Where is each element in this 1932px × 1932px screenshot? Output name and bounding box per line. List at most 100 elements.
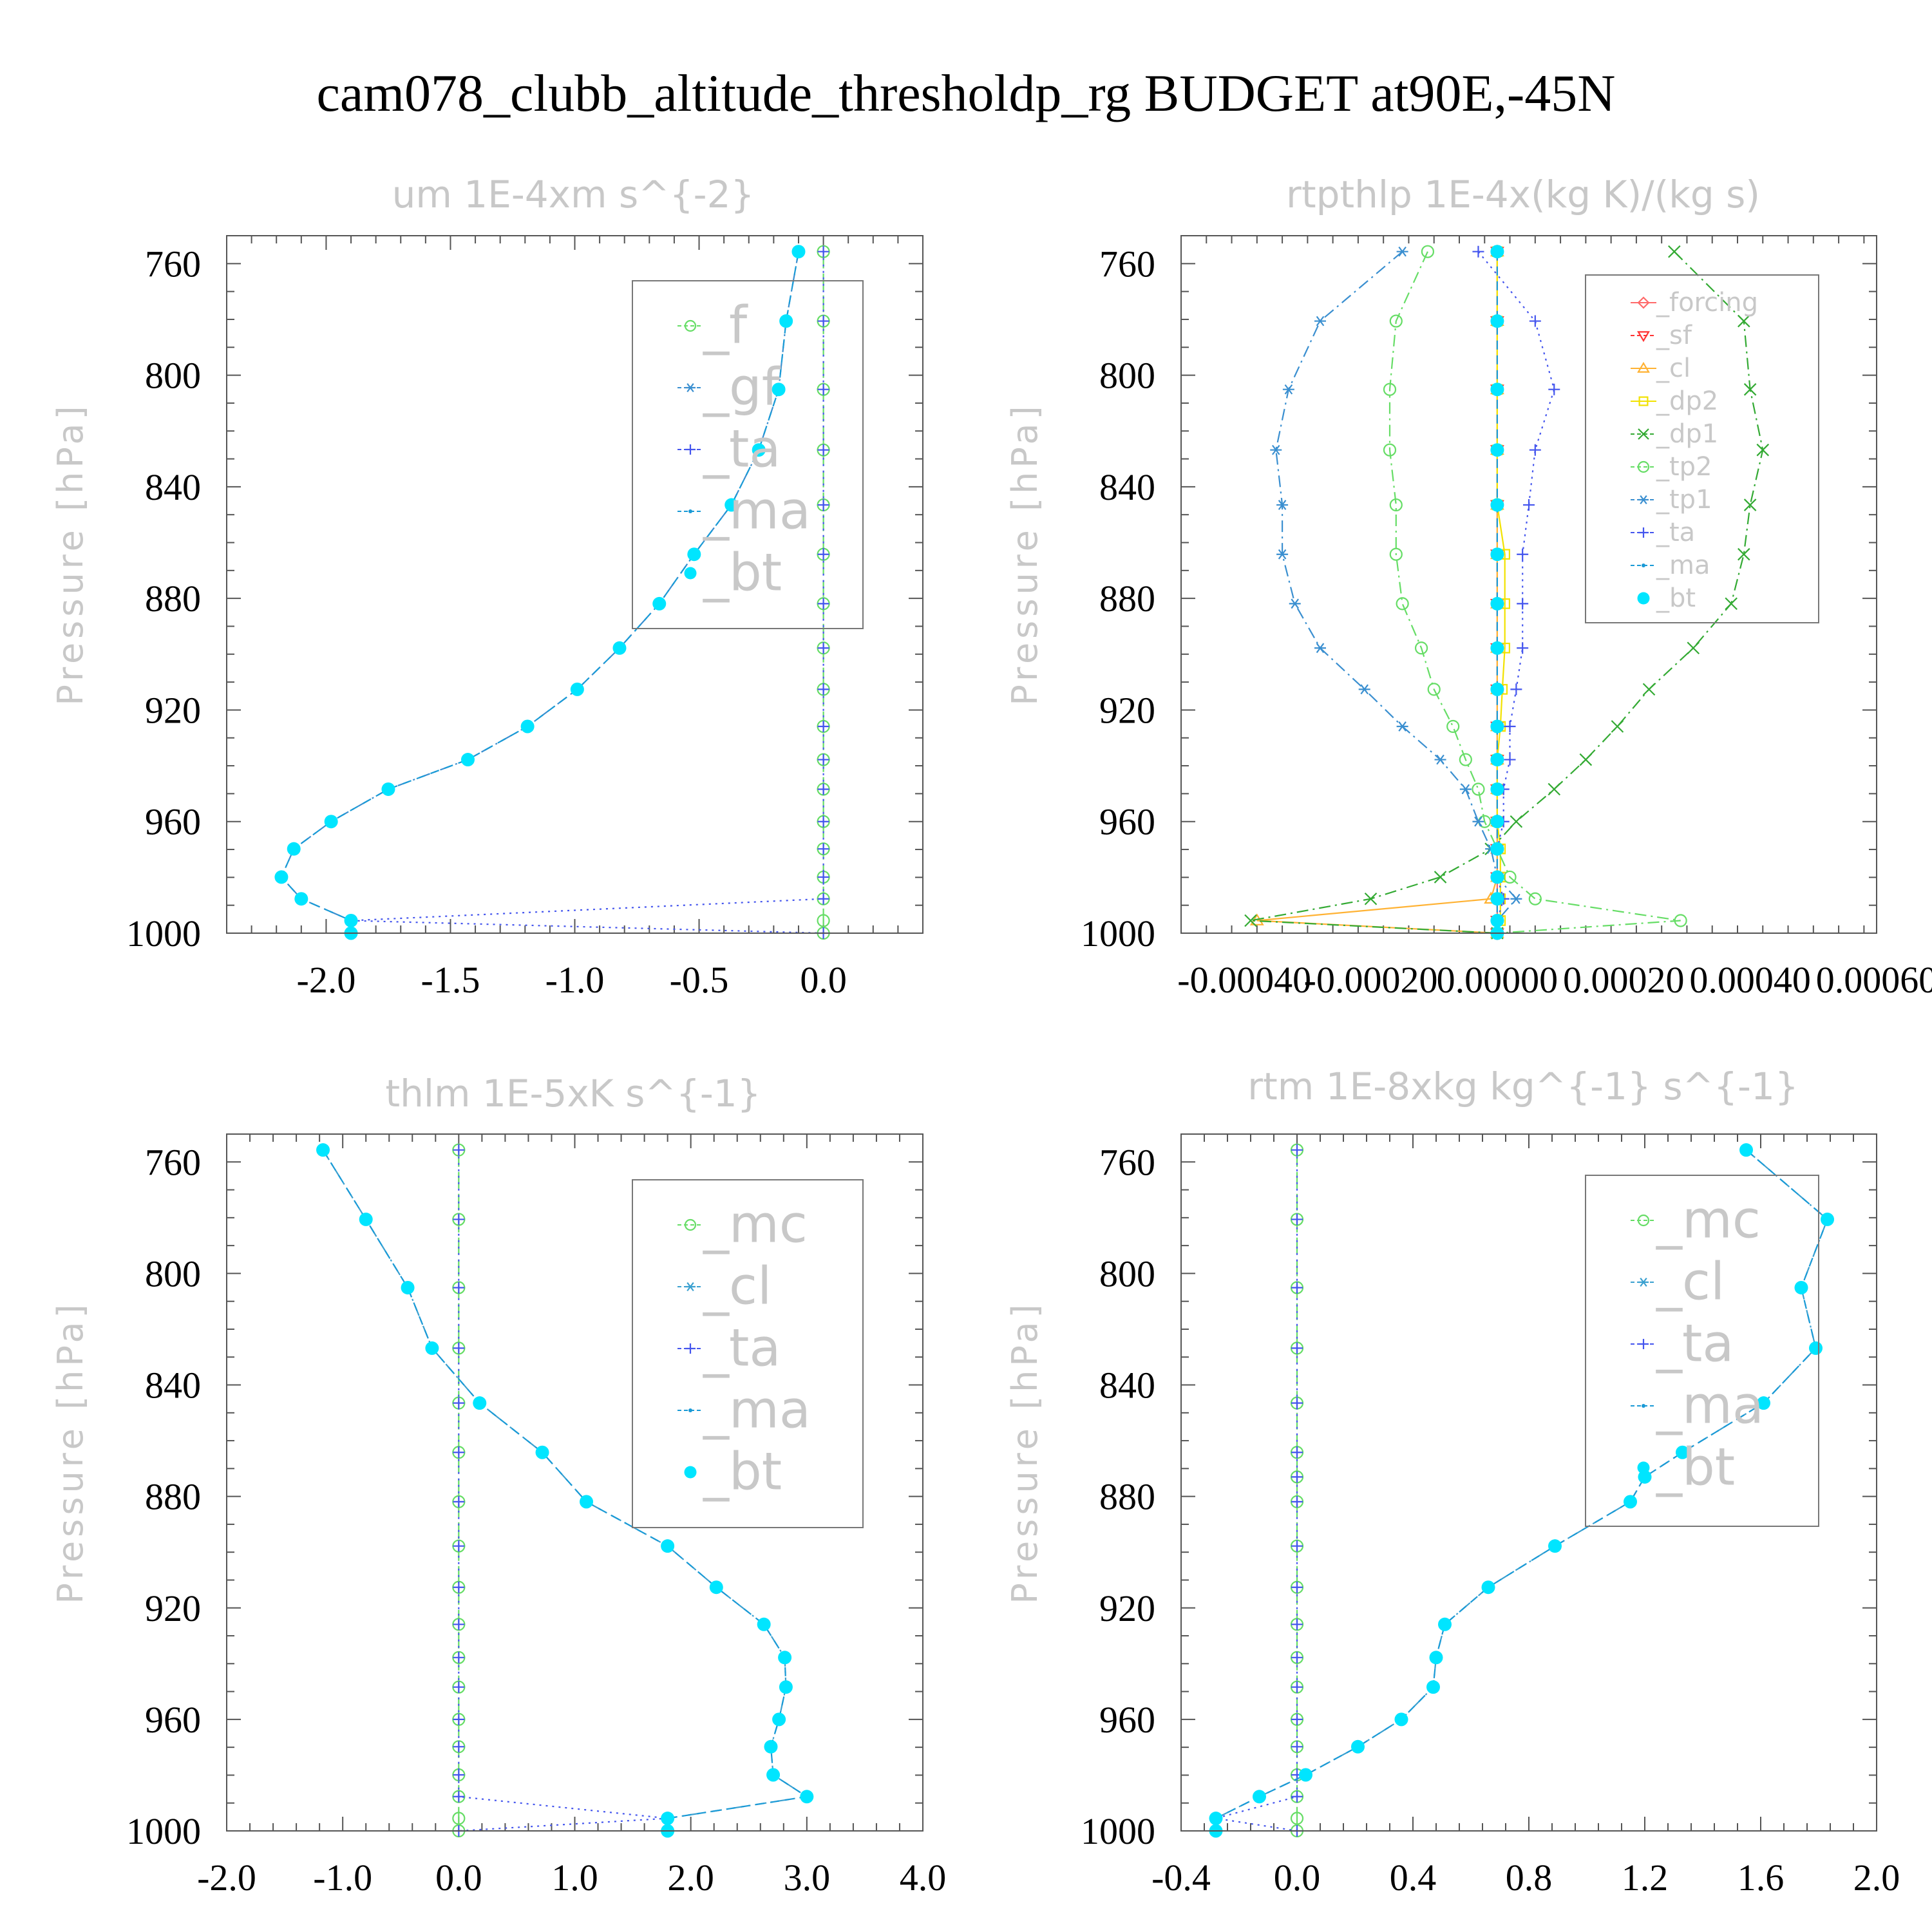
data-point <box>453 1144 465 1156</box>
x-tick-label: 1.6 <box>1738 1857 1785 1899</box>
x-tick-label: 1.0 <box>551 1857 598 1899</box>
data-point <box>1290 1812 1304 1825</box>
data-point <box>1510 815 1523 828</box>
x-tick-label: -1.0 <box>545 959 605 1001</box>
data-point <box>1209 1812 1223 1826</box>
y-tick-label: 800 <box>145 1253 201 1294</box>
legend-symbol <box>1631 396 1656 406</box>
data-point <box>453 1581 465 1593</box>
data-point <box>453 1397 465 1409</box>
data-point <box>1757 1396 1770 1410</box>
data-point <box>778 1651 792 1665</box>
data-point <box>1490 842 1504 856</box>
data-point <box>817 893 829 905</box>
legend-symbol <box>1631 564 1656 567</box>
data-point <box>1459 753 1472 766</box>
x-tick-label: 1.2 <box>1622 1857 1669 1899</box>
legend-label: _tp1 <box>1656 485 1712 515</box>
data-point <box>1276 500 1289 510</box>
data-point <box>800 1790 814 1804</box>
legend: _mc_cl_ta_ma_bt <box>1585 1175 1819 1527</box>
legend-box <box>632 1179 864 1528</box>
legend-symbol <box>1631 495 1656 505</box>
legend-symbol <box>1631 460 1656 473</box>
legend-symbol <box>684 567 697 580</box>
data-point <box>580 1495 594 1509</box>
data-point <box>817 642 829 654</box>
data-point <box>1490 383 1504 397</box>
data-point <box>535 1445 549 1459</box>
data-point <box>1743 498 1757 511</box>
data-point <box>1523 499 1535 511</box>
data-point <box>1282 384 1294 395</box>
y-tick-label: 840 <box>1099 1365 1155 1406</box>
y-tick-label: 840 <box>145 1365 201 1406</box>
data-point <box>757 1617 771 1631</box>
data-point <box>316 1143 330 1157</box>
x-tick-label: 0.0 <box>435 1857 482 1899</box>
data-point <box>1396 721 1408 732</box>
legend-label: _ta <box>1656 518 1695 547</box>
data-point <box>453 1790 465 1803</box>
data-point <box>1389 547 1403 561</box>
data-point <box>1756 443 1770 457</box>
panel-rtpthlp-ylabel: Pressure [hPa] <box>1005 402 1045 705</box>
data-point <box>817 315 829 327</box>
data-point <box>1490 892 1504 906</box>
x-tick-label: 0.00060 <box>1816 959 1932 1001</box>
y-tick-label: 880 <box>1099 1476 1155 1518</box>
data-point <box>1517 642 1529 654</box>
data-point <box>1427 683 1441 696</box>
data-point <box>1548 1539 1562 1553</box>
data-point <box>1291 1144 1303 1156</box>
data-point <box>1738 314 1750 328</box>
legend-label: _dp2 <box>1656 386 1718 416</box>
data-point <box>1548 782 1561 796</box>
y-tick-label: 960 <box>145 1699 201 1741</box>
x-tick-label: 4.0 <box>900 1857 947 1899</box>
panel-thlm-ylabel: Pressure [hPa] <box>50 1300 91 1604</box>
data-point <box>344 914 358 928</box>
data-point <box>1490 547 1504 562</box>
x-tick-label: 0.00000 <box>1437 959 1558 1001</box>
data-point <box>1291 1213 1303 1226</box>
plot-frame <box>226 1133 923 1832</box>
legend-box <box>1585 274 1819 623</box>
y-tick-label: 960 <box>145 801 201 843</box>
data-point <box>1794 1280 1808 1294</box>
x-tick-label: -0.00020 <box>1304 959 1438 1001</box>
data-point <box>1481 1580 1495 1595</box>
legend: _mc_cl_ta_ma_bt <box>632 1179 864 1528</box>
data-point <box>453 1618 465 1631</box>
y-tick-label: 880 <box>1099 578 1155 620</box>
panel-rtpthlp: rtpthlp 1E-4x(kg K)/(kg s) Pressure [hPa… <box>1005 173 1932 1001</box>
legend-label: _bt <box>703 542 782 602</box>
data-point <box>1291 1681 1303 1693</box>
x-tick-label: -2.0 <box>297 959 356 1001</box>
data-point <box>1624 1495 1637 1509</box>
data-point <box>1383 383 1397 396</box>
data-point <box>1579 753 1593 766</box>
data-point <box>1429 1651 1443 1665</box>
data-point <box>1421 245 1435 258</box>
y-tick-label: 920 <box>145 689 201 731</box>
data-point <box>401 1280 415 1294</box>
y-tick-label: 1000 <box>126 913 201 954</box>
plot-frame <box>1180 235 1877 934</box>
x-tick-label: 3.0 <box>784 1857 831 1899</box>
legend-marker <box>684 1466 697 1479</box>
panel-um-title: um 1E-4xm s^{-2} <box>392 173 755 216</box>
legend-symbol <box>1637 592 1650 605</box>
data-point <box>1270 444 1282 455</box>
y-tick-label: 760 <box>145 1141 201 1183</box>
data-point <box>1244 914 1257 927</box>
legend-label: _dp1 <box>1656 419 1718 449</box>
data-point <box>1490 815 1504 829</box>
legend-label: _sf <box>1656 321 1692 350</box>
data-point <box>772 1712 786 1727</box>
y-tick-label: 920 <box>1099 1587 1155 1629</box>
data-point <box>460 753 475 767</box>
legend-label: _cl <box>1656 1251 1725 1311</box>
series-line <box>280 251 800 933</box>
